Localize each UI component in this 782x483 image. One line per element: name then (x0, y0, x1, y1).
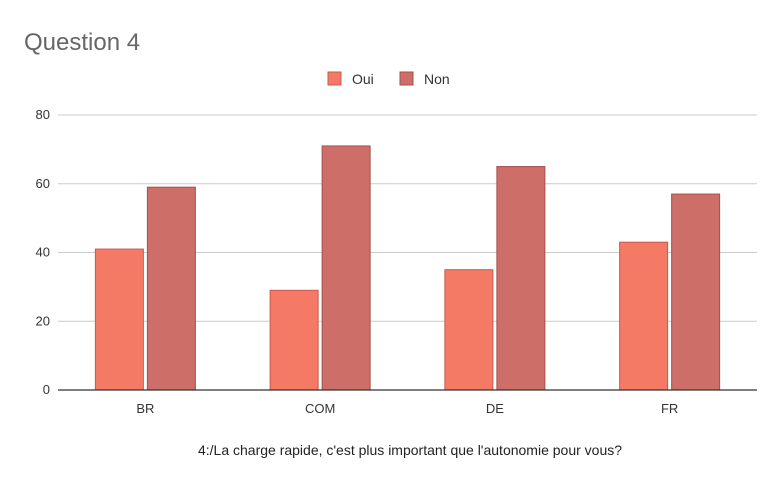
bar-oui-com (269, 289, 319, 391)
x-axis-label: 4:/La charge rapide, c'est plus importan… (198, 442, 622, 458)
y-axis-ticks: 0 20 40 60 80 (36, 107, 50, 397)
y-tick-label: 80 (36, 107, 50, 122)
bar-oui-fr (619, 241, 669, 391)
legend-label-non: Non (424, 71, 450, 87)
x-tick-label: BR (136, 401, 154, 416)
bars (94, 145, 721, 391)
y-tick-label: 40 (36, 245, 50, 260)
bar-non-de (496, 166, 546, 391)
x-tick-label: COM (305, 401, 335, 416)
legend: Oui Non (327, 71, 450, 87)
bar-oui-br (94, 248, 144, 391)
y-tick-label: 0 (43, 382, 50, 397)
x-tick-label: DE (486, 401, 504, 416)
x-axis-ticks: BR COM DE FR (136, 401, 678, 416)
bar-oui-de (444, 269, 494, 391)
legend-swatch-oui (327, 71, 342, 86)
bar-non-br (146, 186, 196, 391)
chart-title: Question 4 (24, 29, 140, 56)
bar-non-fr (671, 193, 721, 391)
legend-swatch-non (399, 71, 414, 86)
y-tick-label: 60 (36, 176, 50, 191)
y-tick-label: 20 (36, 313, 50, 328)
bar-non-com (321, 145, 371, 391)
x-tick-label: FR (661, 401, 678, 416)
legend-label-oui: Oui (352, 71, 374, 87)
